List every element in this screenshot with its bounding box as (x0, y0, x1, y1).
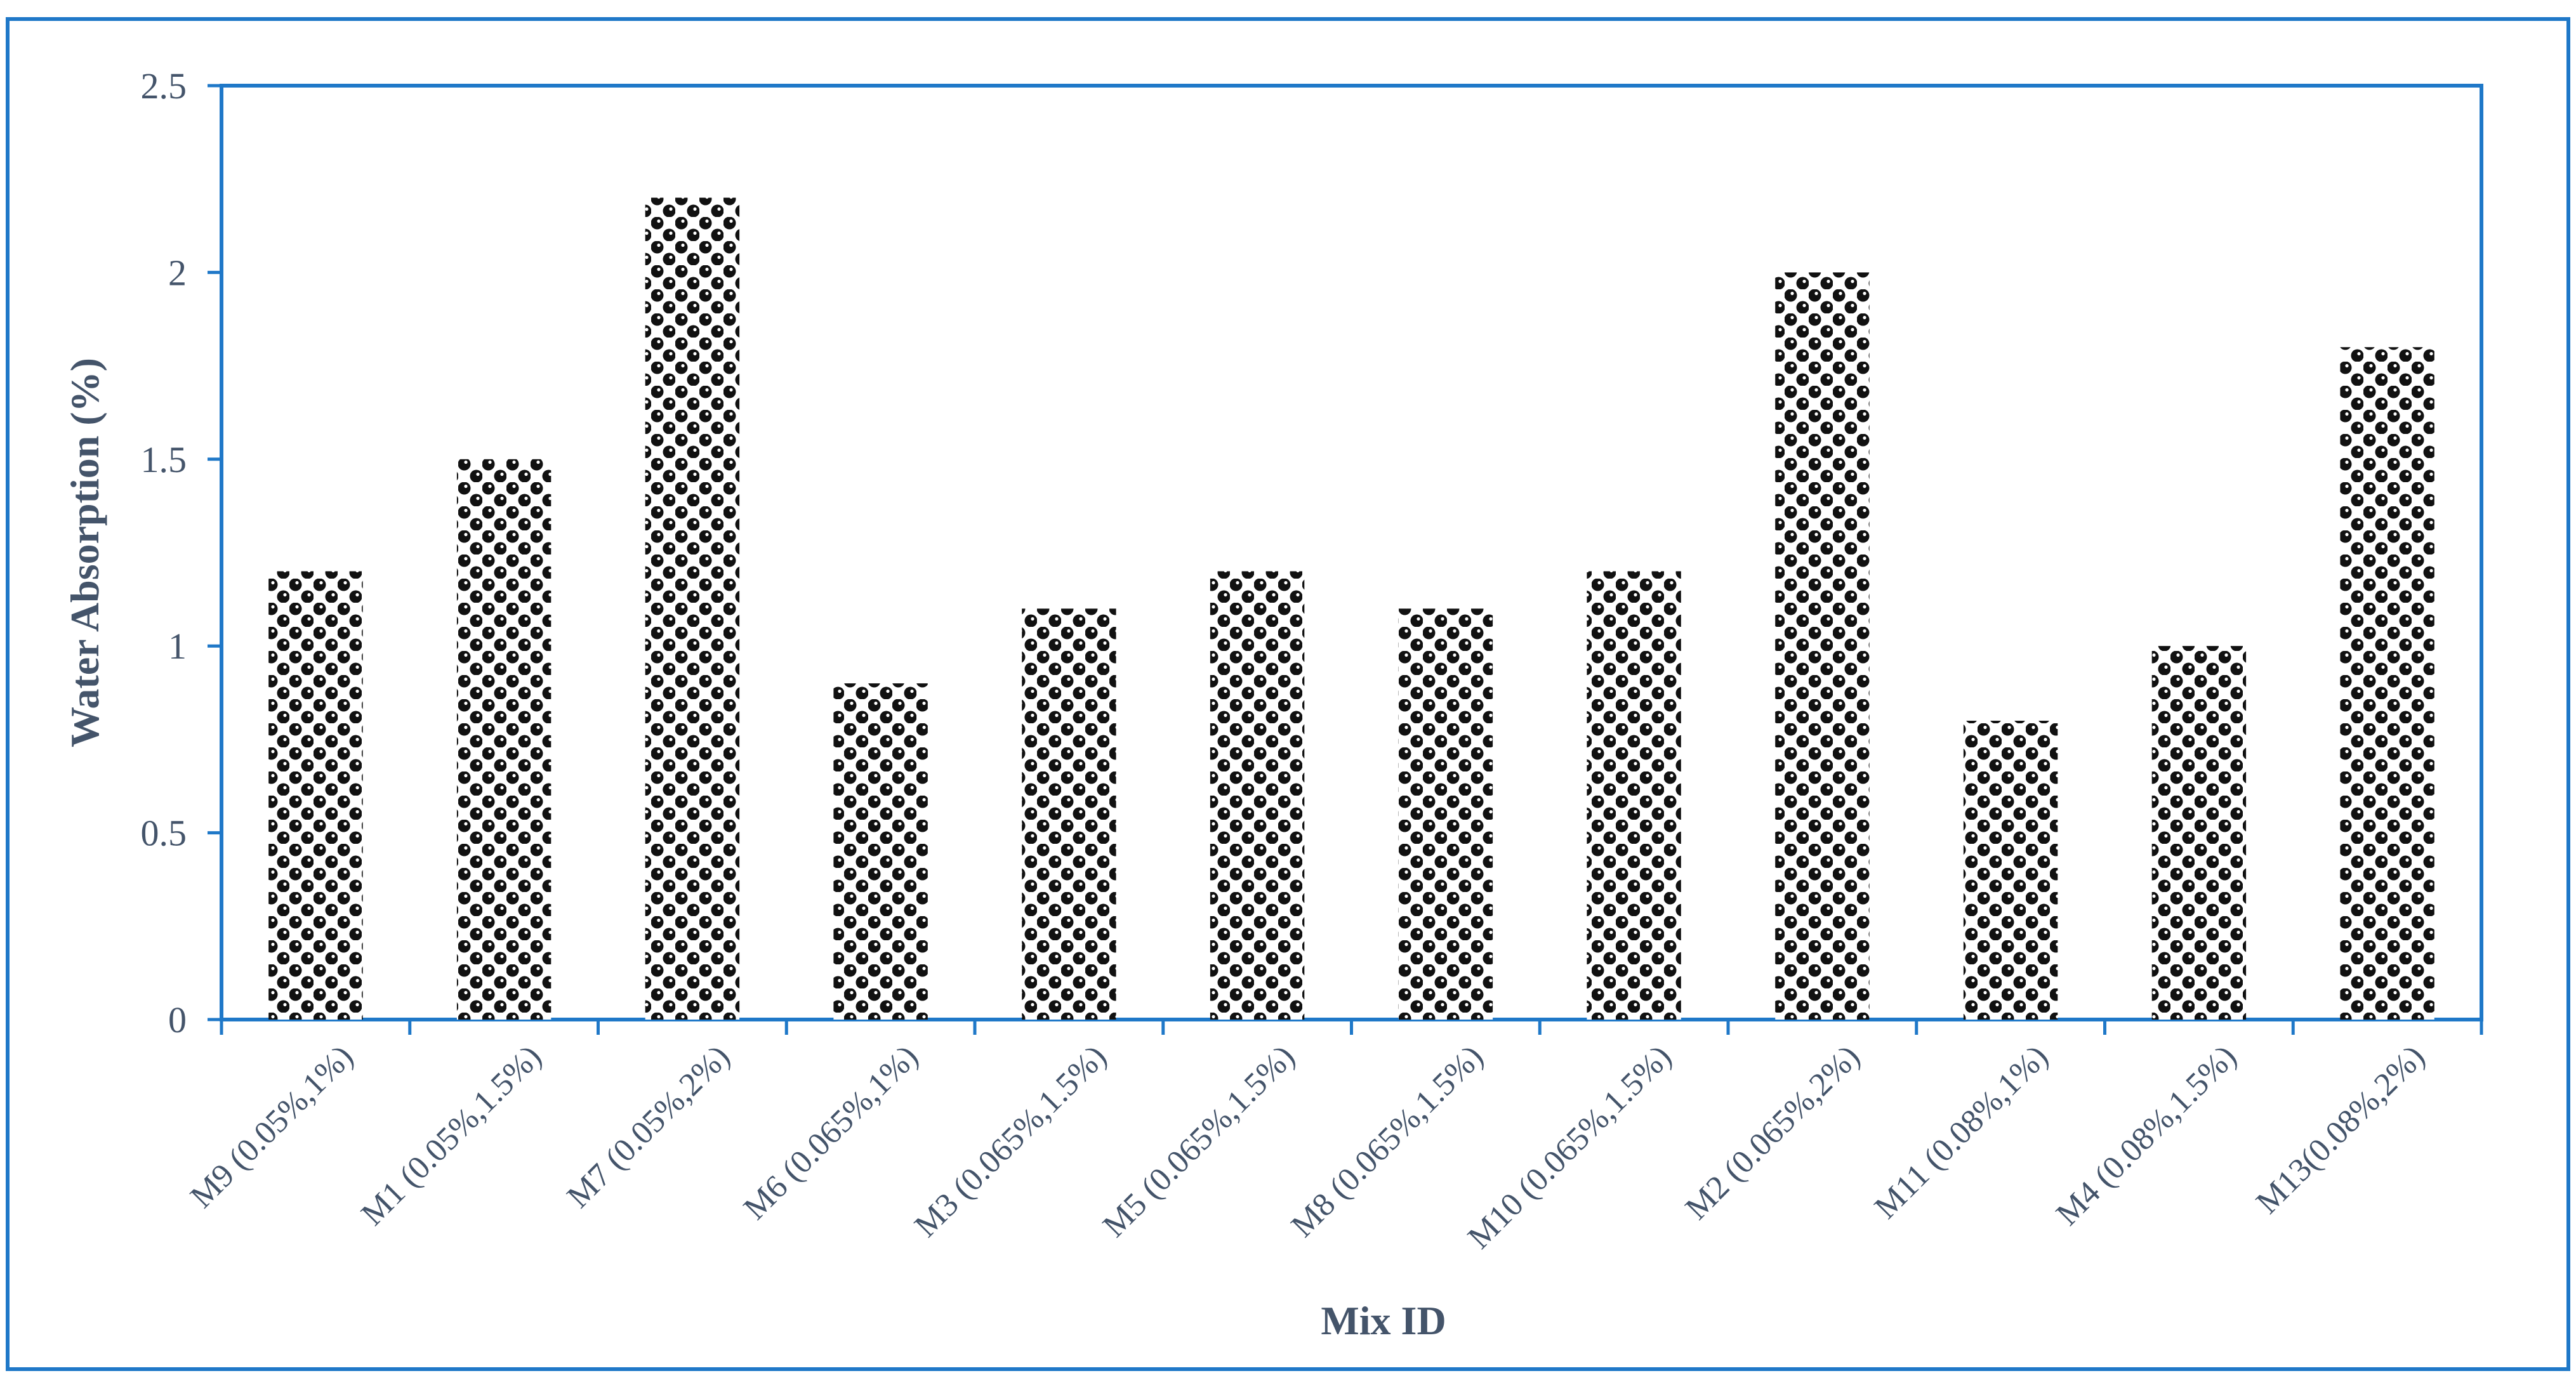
y-tick-label-1: 0.5 (141, 813, 187, 854)
bar-3 (833, 683, 928, 1020)
bar-11 (2340, 347, 2434, 1020)
y-tick-label-5: 2.5 (141, 65, 187, 107)
bars-group (268, 197, 2434, 1020)
y-tick-label-3: 1.5 (141, 439, 187, 480)
bar-7 (1587, 571, 1681, 1020)
y-tick-label-2: 1 (168, 626, 187, 667)
y-axis: 0 0.5 1 1.5 2 2.5 (141, 65, 221, 1040)
bar-6 (1398, 608, 1493, 1020)
bar-10 (2151, 646, 2247, 1020)
bar-9 (1963, 721, 2058, 1020)
bar-0 (268, 571, 363, 1020)
bar-4 (1022, 608, 1116, 1020)
y-axis-label: Water Absorption (%) (62, 358, 107, 747)
bar-8 (1775, 272, 1870, 1020)
y-tick-label-4: 2 (168, 252, 187, 293)
bar-1 (456, 459, 552, 1020)
bar-2 (645, 197, 740, 1020)
y-tick-label-0: 0 (168, 999, 187, 1040)
x-axis-label: Mix ID (1321, 1298, 1446, 1343)
bar-5 (1210, 571, 1305, 1020)
